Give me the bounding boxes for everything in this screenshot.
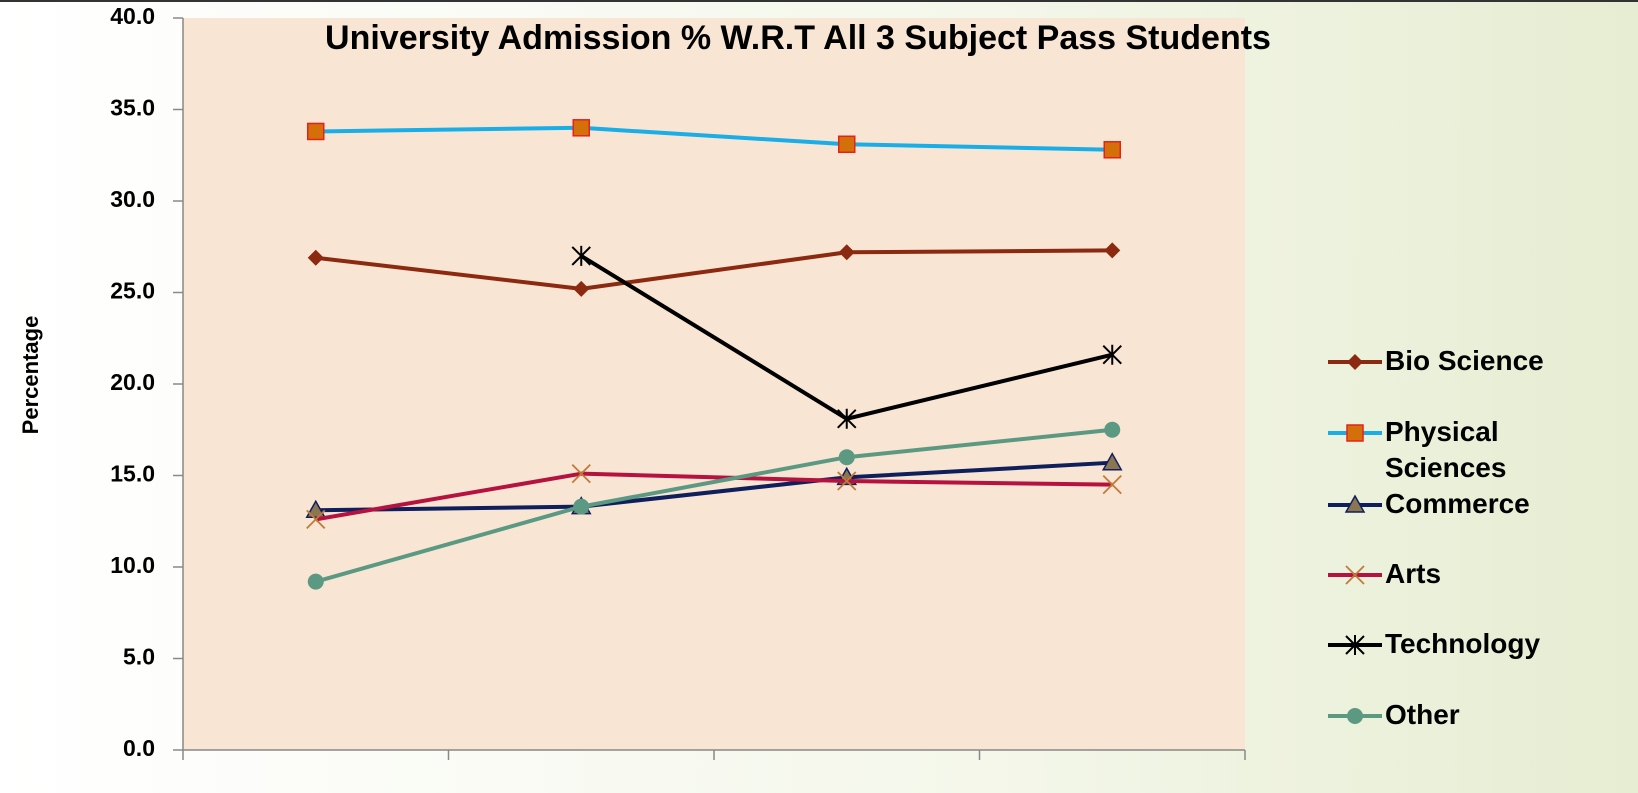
data-point: [572, 119, 590, 137]
series-line: [315, 427, 1113, 584]
legend-label: Bio Science: [1385, 345, 1544, 376]
y-tick-label: 40.0: [110, 3, 155, 29]
y-tick-label: 5.0: [123, 644, 155, 670]
series-line: [315, 471, 1113, 522]
legend-marker: [1347, 708, 1363, 724]
legend-label: Technology: [1385, 628, 1541, 659]
plot-area: [183, 18, 1245, 750]
data-point: [307, 249, 324, 266]
data-point: [307, 122, 325, 141]
y-tick-label: 30.0: [110, 186, 155, 212]
legend-label: Commerce: [1385, 488, 1530, 519]
y-axis-label: Percentage: [18, 316, 43, 435]
y-tick-label: 25.0: [110, 278, 155, 304]
legend-label: Other: [1385, 699, 1460, 730]
data-point: [1101, 452, 1123, 471]
y-tick-label: 10.0: [110, 552, 155, 578]
data-point: [1104, 421, 1121, 438]
data-point: [1102, 344, 1122, 365]
y-tick-label: 20.0: [110, 369, 155, 395]
y-tick-label: 15.0: [110, 461, 155, 487]
data-point: [837, 471, 857, 491]
legend-label: Arts: [1385, 558, 1442, 589]
data-point: [305, 499, 327, 519]
data-point: [838, 244, 855, 261]
y-tick-label: 35.0: [110, 95, 155, 121]
data-point: [1102, 475, 1122, 495]
legend-label: Physical Sciences: [1385, 416, 1507, 483]
data-point: [837, 408, 857, 429]
data-point: [306, 509, 326, 530]
data-point: [1104, 242, 1121, 259]
series-line: [315, 248, 1113, 291]
series-line: [315, 125, 1113, 152]
data-point: [573, 498, 590, 515]
data-point: [838, 135, 856, 154]
chart-title: University Admission % W.R.T All 3 Subje…: [325, 19, 1271, 57]
data-point: [571, 464, 591, 484]
legend-marker: [1346, 424, 1364, 442]
data-point: [571, 245, 591, 266]
legend-marker: [1345, 565, 1365, 585]
y-tick-label: 0.0: [123, 735, 155, 761]
data-point: [307, 573, 324, 590]
legend-marker: [1347, 354, 1363, 370]
legend-marker: [1345, 635, 1365, 655]
legend-marker: [1344, 494, 1366, 513]
data-point: [1103, 141, 1121, 159]
data-point: [838, 449, 855, 466]
series-line: [315, 460, 1113, 513]
data-point: [573, 280, 590, 297]
